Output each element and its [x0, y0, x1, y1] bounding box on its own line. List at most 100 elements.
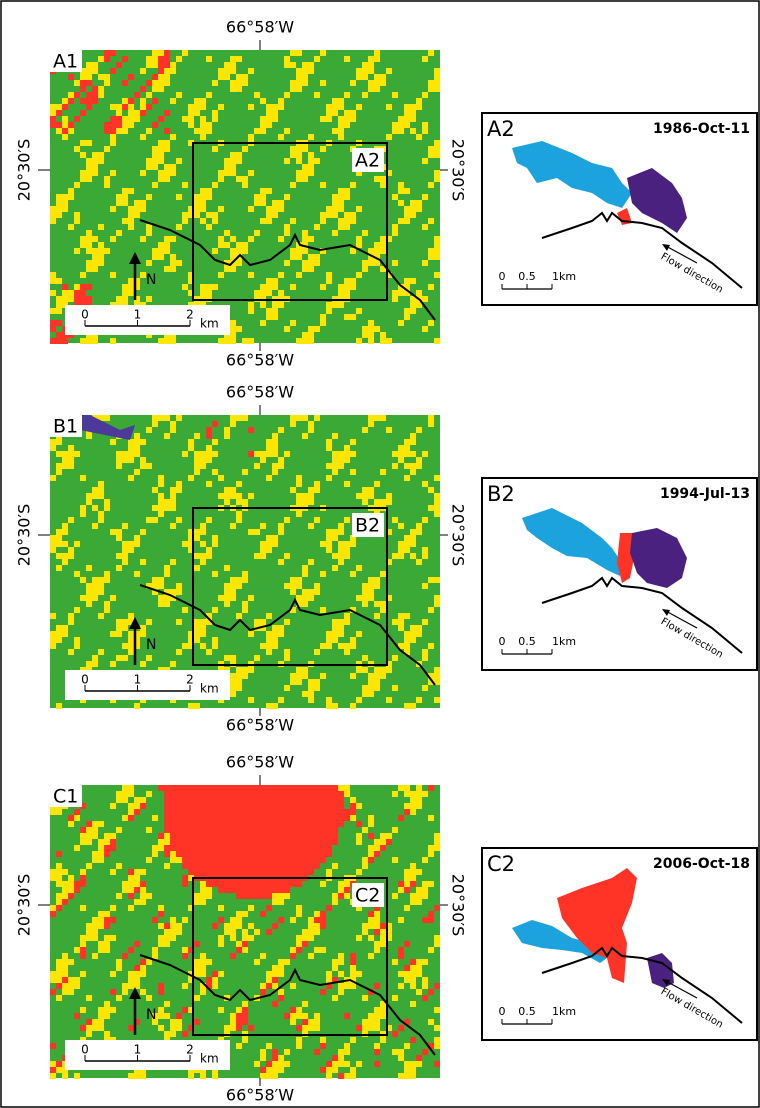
land-cell: [158, 74, 164, 80]
land-cell: [326, 104, 332, 110]
land-cell: [314, 589, 320, 595]
land-cell: [50, 439, 56, 445]
land-cell: [116, 463, 122, 469]
land-cell: [218, 475, 224, 481]
land-cell: [332, 128, 338, 134]
land-cell: [338, 989, 344, 995]
land-cell: [428, 785, 434, 791]
land-cell: [164, 164, 170, 170]
land-cell: [200, 845, 206, 851]
land-cell: [74, 881, 80, 887]
land-cell: [434, 905, 440, 911]
land-cell: [356, 631, 362, 637]
land-cell: [272, 965, 278, 971]
land-cell: [320, 845, 326, 851]
land-cell: [62, 523, 68, 529]
land-cell: [410, 631, 416, 637]
land-cell: [326, 869, 332, 875]
land-cell: [62, 887, 68, 893]
land-cell: [302, 809, 308, 815]
land-cell: [110, 529, 116, 535]
land-cell: [386, 134, 392, 140]
land-cell: [230, 839, 236, 845]
map: B1B2N012km: [50, 415, 440, 709]
land-cell: [236, 493, 242, 499]
land-cell: [404, 116, 410, 122]
land-cell: [116, 631, 122, 637]
land-cell: [410, 809, 416, 815]
land-cell: [254, 797, 260, 803]
land-cell: [56, 200, 62, 206]
land-cell: [356, 236, 362, 242]
land-cell: [146, 995, 152, 1001]
land-cell: [260, 122, 266, 128]
land-cell: [128, 284, 134, 290]
land-cell: [272, 104, 278, 110]
land-cell: [200, 827, 206, 833]
land-cell: [134, 200, 140, 206]
land-cell: [236, 1013, 242, 1019]
land-cell: [230, 691, 236, 697]
land-cell: [416, 559, 422, 565]
land-cell: [338, 523, 344, 529]
land-cell: [428, 643, 434, 649]
land-cell: [410, 1001, 416, 1007]
land-cell: [296, 475, 302, 481]
land-cell: [410, 863, 416, 869]
land-cell: [164, 839, 170, 845]
land-cell: [140, 134, 146, 140]
land-cell: [194, 803, 200, 809]
scale-label: 2: [186, 308, 194, 322]
land-cell: [302, 791, 308, 797]
land-cell: [242, 827, 248, 833]
land-cell: [254, 839, 260, 845]
land-cell: [314, 917, 320, 923]
land-cell: [308, 791, 314, 797]
land-cell: [428, 80, 434, 86]
land-cell: [248, 272, 254, 278]
land-cell: [92, 589, 98, 595]
land-cell: [50, 272, 56, 278]
inset-label: A2: [487, 117, 515, 141]
land-cell: [254, 833, 260, 839]
land-cell: [296, 851, 302, 857]
land-cell: [290, 86, 296, 92]
land-cell: [338, 619, 344, 625]
land-cell: [404, 1067, 410, 1073]
land-cell: [194, 833, 200, 839]
land-cell: [230, 785, 236, 791]
land-cell: [62, 899, 68, 905]
land-cell: [332, 200, 338, 206]
land-cell: [278, 785, 284, 791]
land-cell: [206, 815, 212, 821]
land-cell: [146, 427, 152, 433]
land-cell: [80, 86, 86, 92]
land-cell: [356, 493, 362, 499]
land-cell: [350, 541, 356, 547]
land-cell: [236, 947, 242, 953]
land-cell: [392, 128, 398, 134]
land-cell: [422, 553, 428, 559]
land-cell: [338, 791, 344, 797]
land-cell: [128, 547, 134, 553]
land-cell: [356, 338, 362, 344]
land-cell: [368, 679, 374, 685]
land-cell: [296, 785, 302, 791]
land-cell: [206, 809, 212, 815]
land-cell: [212, 983, 218, 989]
land-cell: [200, 863, 206, 869]
land-cell: [68, 451, 74, 457]
land-cell: [380, 499, 386, 505]
land-cell: [404, 1073, 410, 1079]
land-cell: [50, 1067, 56, 1073]
land-cell: [392, 224, 398, 230]
land-cell: [260, 98, 266, 104]
land-cell: [134, 206, 140, 212]
land-cell: [200, 839, 206, 845]
land-cell: [302, 845, 308, 851]
land-cell: [230, 332, 236, 338]
land-cell: [230, 833, 236, 839]
land-cell: [332, 302, 338, 308]
land-cell: [302, 230, 308, 236]
land-cell: [326, 475, 332, 481]
